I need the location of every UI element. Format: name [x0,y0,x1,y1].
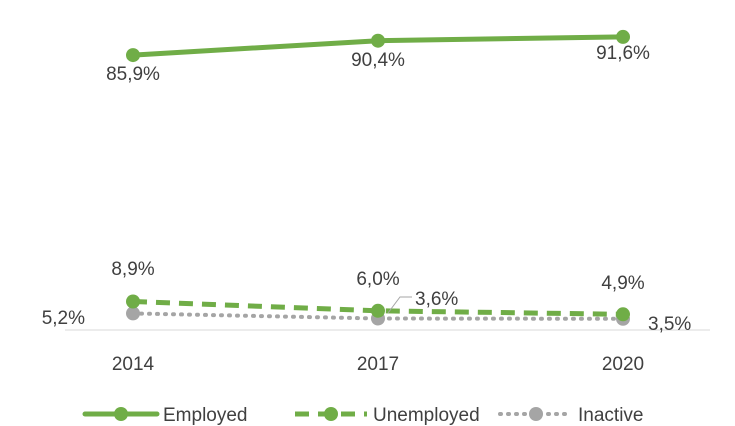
data-point-employed-2020 [616,29,630,44]
data-label-inactive-2020: 3,5% [648,314,691,335]
legend-marker-unemployed [324,407,338,421]
legend-marker-inactive [529,407,543,421]
data-point-employed-2014 [126,48,140,63]
data-point-unemployed-2014 [126,294,140,309]
x-tick-label-2020: 2020 [602,354,644,375]
data-point-employed-2017 [371,33,385,48]
legend-label-unemployed: Unemployed [373,405,480,426]
data-label-unemployed-2014: 8,9% [111,259,154,280]
series-line-inactive [131,311,625,321]
data-point-inactive-2014 [126,306,140,321]
legend-item-unemployed: Unemployed [295,405,480,426]
data-label-inactive-2014: 5,2% [42,308,85,329]
x-tick-layer: 2014 2017 2020 [112,354,644,375]
x-tick-label-2014: 2014 [112,354,155,375]
leader-line [387,296,412,314]
data-label-employed-2017: 90,4% [351,50,405,71]
legend-marker-employed [114,407,128,421]
data-label-unemployed-2020: 4,9% [601,273,644,294]
legend-label-inactive: Inactive [578,405,643,426]
legend-label-employed: Employed [163,405,248,426]
data-label-employed-2020: 91,6% [596,43,650,64]
data-label-inactive-2017: 3,6% [415,289,458,310]
data-point-unemployed-2017 [371,303,385,318]
legend-item-inactive: Inactive [498,405,643,426]
data-label-layer: 85,9% 90,4% 91,6% 8,9% 6,0% 4,9% 5,2% 3,6% 3,5% [42,43,692,335]
series-line-unemployed [132,299,624,317]
data-label-unemployed-2017: 6,0% [356,269,399,290]
x-tick-label-2017: 2017 [357,354,399,375]
data-point-unemployed-2020 [616,307,630,322]
legend: Employed Unemployed Inactive [82,405,643,426]
series-layer [126,29,630,326]
series-employed [126,29,630,63]
series-unemployed [126,294,630,322]
data-label-employed-2014: 85,9% [106,64,160,85]
legend-item-employed: Employed [82,405,248,426]
